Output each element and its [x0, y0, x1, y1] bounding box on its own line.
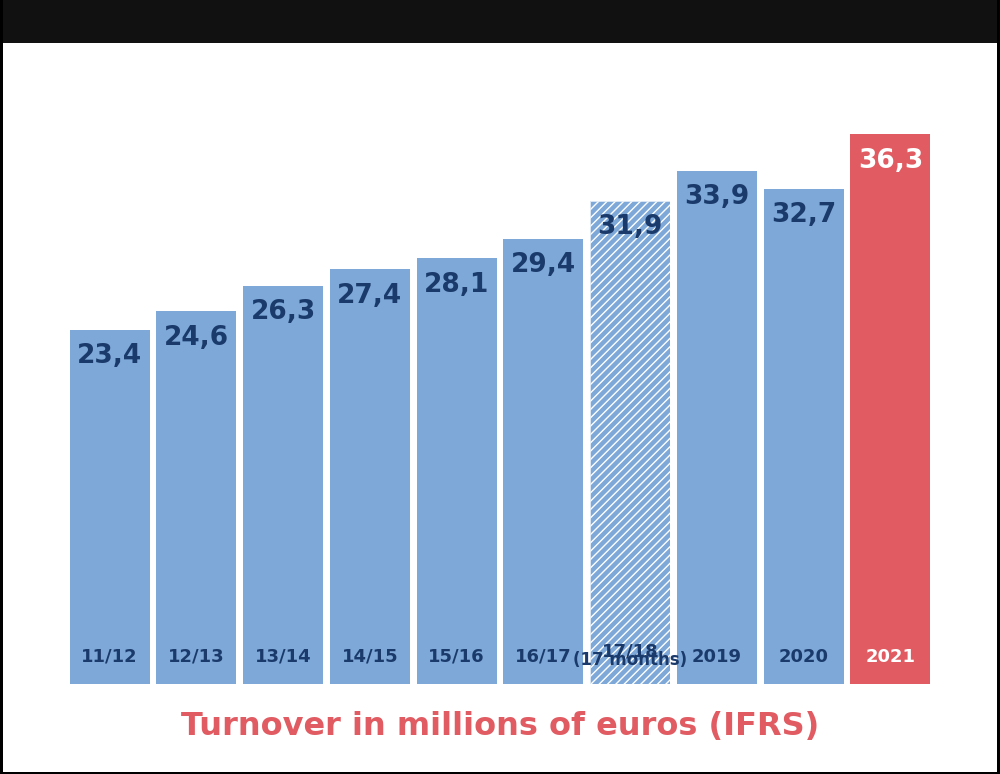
- Bar: [850, 134, 930, 683]
- Text: 28,1: 28,1: [424, 272, 489, 298]
- X-axis label: Turnover in millions of euros (IFRS): Turnover in millions of euros (IFRS): [181, 711, 819, 741]
- Text: 11/12: 11/12: [81, 648, 138, 666]
- Bar: [243, 286, 323, 683]
- Text: 13/14: 13/14: [255, 648, 311, 666]
- Bar: [70, 330, 150, 683]
- Text: 2021: 2021: [865, 648, 915, 666]
- Text: 27,4: 27,4: [337, 283, 402, 309]
- Text: 33,9: 33,9: [684, 184, 750, 211]
- Bar: [417, 259, 497, 683]
- Bar: [764, 189, 844, 683]
- Text: 36,3: 36,3: [858, 148, 923, 174]
- Bar: [590, 201, 670, 683]
- Bar: [677, 170, 757, 683]
- Text: 2020: 2020: [779, 648, 829, 666]
- Bar: [503, 238, 583, 683]
- Bar: [330, 269, 410, 683]
- Text: 23,4: 23,4: [77, 343, 142, 369]
- Text: 26,3: 26,3: [250, 300, 316, 325]
- Text: 29,4: 29,4: [511, 252, 576, 279]
- Bar: [590, 201, 670, 683]
- Text: 14/15: 14/15: [342, 648, 398, 666]
- Text: 17/18: 17/18: [602, 642, 659, 660]
- Bar: [156, 311, 236, 683]
- Text: 31,9: 31,9: [597, 214, 663, 241]
- Text: 24,6: 24,6: [164, 325, 229, 351]
- Text: 12/13: 12/13: [168, 648, 225, 666]
- Text: 15/16: 15/16: [428, 648, 485, 666]
- Text: (17 months): (17 months): [573, 652, 687, 670]
- Text: 2019: 2019: [692, 648, 742, 666]
- Text: 32,7: 32,7: [771, 202, 836, 228]
- Text: 16/17: 16/17: [515, 648, 572, 666]
